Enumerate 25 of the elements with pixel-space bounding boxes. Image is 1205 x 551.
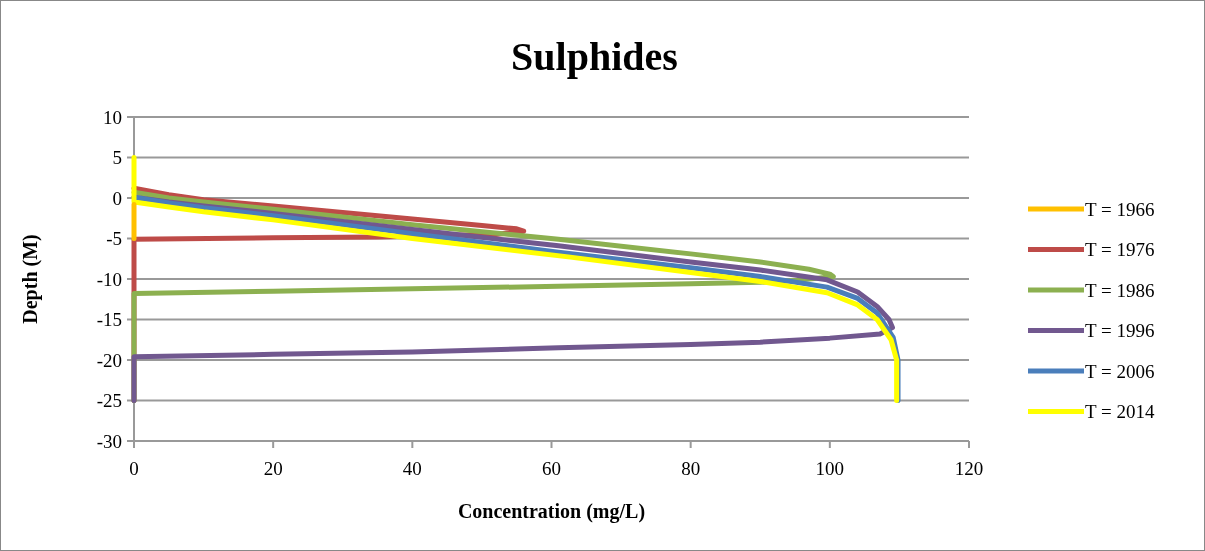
y-tick-label: -15 xyxy=(96,309,122,331)
y-tick-label: -20 xyxy=(96,349,122,371)
x-tick-label: 40 xyxy=(402,458,422,479)
x-tick-label: 0 xyxy=(129,458,139,479)
x-axis-title: Concentration (mg/L) xyxy=(457,500,646,523)
y-tick-label: -10 xyxy=(96,268,122,290)
y-tick-label: -30 xyxy=(96,430,122,452)
legend-label: T = 2014 xyxy=(1085,401,1155,423)
x-tick-label: 80 xyxy=(681,458,701,479)
y-tick-label: 10 xyxy=(103,106,122,128)
chart-title: Sulphides xyxy=(511,34,678,79)
legend-label: T = 1986 xyxy=(1085,279,1155,301)
legend-label: T = 2006 xyxy=(1085,360,1155,382)
legend-label: T = 1996 xyxy=(1085,320,1155,342)
x-tick-label: 20 xyxy=(263,458,283,479)
legend-label: T = 1976 xyxy=(1085,239,1155,261)
y-axis-title: Depth (M) xyxy=(19,234,42,324)
y-tick-label: -5 xyxy=(106,228,122,250)
y-tick-label: -25 xyxy=(96,390,122,412)
legend-label: T = 1966 xyxy=(1085,198,1155,220)
y-tick-label: 0 xyxy=(112,187,122,209)
y-tick-label: 5 xyxy=(112,147,122,169)
x-tick-label: 60 xyxy=(542,458,561,479)
x-tick-label: 100 xyxy=(815,458,845,479)
x-tick-label: 120 xyxy=(954,458,984,479)
